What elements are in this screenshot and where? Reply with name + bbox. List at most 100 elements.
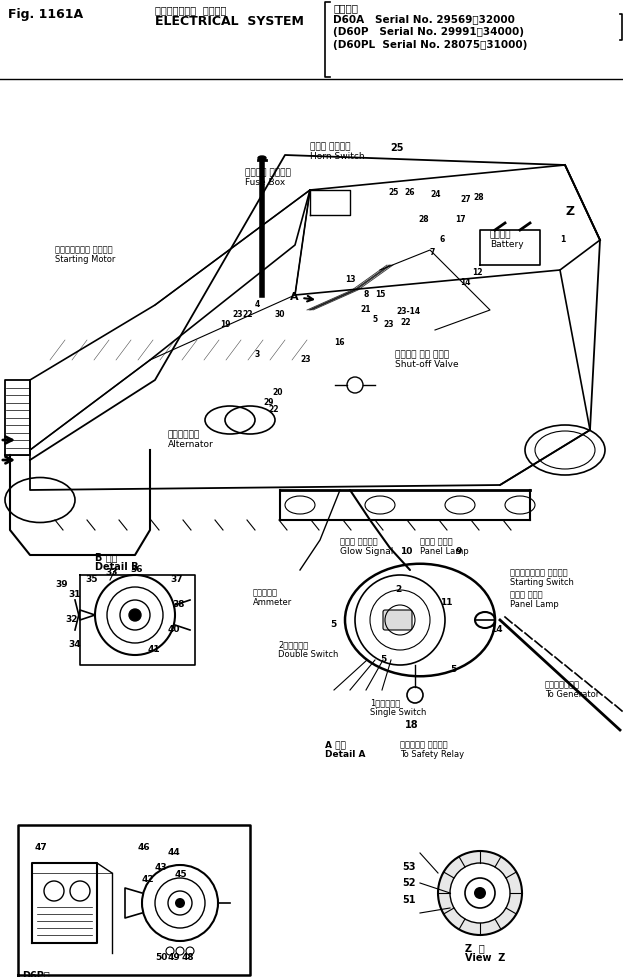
Text: 53: 53 bbox=[402, 862, 416, 872]
Circle shape bbox=[474, 887, 486, 899]
Text: Horn Switch: Horn Switch bbox=[310, 152, 364, 161]
Text: 32: 32 bbox=[65, 615, 77, 624]
Text: 15: 15 bbox=[375, 290, 386, 299]
FancyBboxPatch shape bbox=[383, 610, 412, 630]
Text: 43: 43 bbox=[155, 863, 168, 872]
Text: D6P用: D6P用 bbox=[22, 970, 50, 977]
Text: 20: 20 bbox=[272, 388, 282, 397]
Text: (D60PL  Serial No. 28075～31000): (D60PL Serial No. 28075～31000) bbox=[333, 40, 528, 50]
Text: 25: 25 bbox=[388, 188, 398, 197]
Text: 5: 5 bbox=[380, 655, 386, 664]
Text: Alternator: Alternator bbox=[168, 440, 214, 449]
Text: 28: 28 bbox=[418, 215, 429, 224]
Text: B 詳細: B 詳細 bbox=[95, 552, 118, 562]
Text: To Generator: To Generator bbox=[545, 690, 599, 699]
Text: 19: 19 bbox=[220, 320, 231, 329]
Text: セーフティ リレーへ: セーフティ リレーへ bbox=[400, 740, 447, 749]
Text: Fuse Box: Fuse Box bbox=[245, 178, 285, 187]
Text: 5: 5 bbox=[330, 620, 336, 629]
Text: アンメータ: アンメータ bbox=[253, 588, 278, 597]
Text: 22: 22 bbox=[268, 405, 278, 414]
Text: 2座スイッチ: 2座スイッチ bbox=[278, 640, 308, 649]
Text: パネル ランプ: パネル ランプ bbox=[510, 590, 543, 599]
Text: Panel Lamp: Panel Lamp bbox=[510, 600, 559, 609]
Text: Z  矢: Z 矢 bbox=[465, 943, 485, 953]
Text: 26: 26 bbox=[404, 188, 414, 197]
Text: Starting Switch: Starting Switch bbox=[510, 578, 574, 587]
Text: 1座スイッチ: 1座スイッチ bbox=[370, 698, 400, 707]
Text: 31: 31 bbox=[68, 590, 80, 599]
Text: 23: 23 bbox=[300, 355, 310, 364]
Text: Shut-off Valve: Shut-off Valve bbox=[395, 360, 459, 369]
Text: Battery: Battery bbox=[490, 240, 523, 249]
Text: 41: 41 bbox=[148, 645, 161, 654]
Text: 24: 24 bbox=[430, 190, 440, 199]
Text: 11: 11 bbox=[440, 598, 452, 607]
Text: パネル ランプ: パネル ランプ bbox=[420, 537, 453, 546]
Text: 47: 47 bbox=[35, 843, 48, 852]
Text: Detail A: Detail A bbox=[325, 750, 366, 759]
Circle shape bbox=[438, 851, 522, 935]
Text: 28: 28 bbox=[473, 193, 483, 202]
Text: 5: 5 bbox=[450, 665, 456, 674]
Text: ジェネレータへ: ジェネレータへ bbox=[545, 680, 580, 689]
Text: 35: 35 bbox=[85, 575, 98, 584]
Text: スターティング モーター: スターティング モーター bbox=[55, 245, 113, 254]
Text: Starting Motor: Starting Motor bbox=[55, 255, 115, 264]
Text: 40: 40 bbox=[168, 625, 181, 634]
Text: 4: 4 bbox=[255, 300, 260, 309]
Text: Double Switch: Double Switch bbox=[278, 650, 338, 659]
Text: 7: 7 bbox=[430, 248, 435, 257]
Text: A: A bbox=[290, 292, 313, 302]
Circle shape bbox=[129, 609, 141, 621]
Text: 12: 12 bbox=[472, 268, 482, 277]
Text: (D60P   Serial No. 29991～34000): (D60P Serial No. 29991～34000) bbox=[333, 27, 524, 37]
Text: 39: 39 bbox=[55, 580, 68, 589]
Text: 22: 22 bbox=[242, 310, 252, 319]
Text: Single Switch: Single Switch bbox=[370, 708, 426, 717]
Text: 50: 50 bbox=[155, 953, 168, 962]
Text: 36: 36 bbox=[130, 565, 143, 574]
Text: 51: 51 bbox=[402, 895, 416, 905]
Text: 23-14: 23-14 bbox=[396, 307, 420, 316]
Circle shape bbox=[175, 898, 185, 908]
Text: 23: 23 bbox=[383, 320, 394, 329]
Text: 44: 44 bbox=[168, 848, 181, 857]
Text: グロー シグナル: グロー シグナル bbox=[340, 537, 378, 546]
Text: 21: 21 bbox=[360, 305, 371, 314]
Text: 29: 29 bbox=[263, 398, 273, 407]
Text: 14: 14 bbox=[490, 625, 503, 634]
Text: Fig. 1161A: Fig. 1161A bbox=[8, 8, 83, 21]
Text: 1: 1 bbox=[560, 235, 565, 244]
Text: 9: 9 bbox=[455, 547, 462, 556]
Text: 16: 16 bbox=[334, 338, 345, 347]
Text: 45: 45 bbox=[175, 870, 188, 879]
Text: 6: 6 bbox=[440, 235, 445, 244]
Text: 22: 22 bbox=[400, 318, 411, 327]
Text: シャット オフ バルブ: シャット オフ バルブ bbox=[395, 350, 449, 359]
Text: 30: 30 bbox=[275, 310, 285, 319]
Text: 23: 23 bbox=[232, 310, 242, 319]
Text: 38: 38 bbox=[172, 600, 184, 609]
Text: 52: 52 bbox=[402, 878, 416, 888]
Text: Z: Z bbox=[565, 205, 574, 218]
Ellipse shape bbox=[258, 156, 266, 160]
Text: 17: 17 bbox=[455, 215, 465, 224]
Text: スターティング スイッチ: スターティング スイッチ bbox=[510, 568, 568, 577]
Text: ヒューズ ボックス: ヒューズ ボックス bbox=[245, 168, 291, 177]
Text: 27: 27 bbox=[460, 195, 470, 204]
Text: ホーン スイッチ: ホーン スイッチ bbox=[310, 142, 351, 151]
Text: 18: 18 bbox=[405, 720, 419, 730]
Text: 33: 33 bbox=[105, 568, 118, 577]
Text: バッテリ: バッテリ bbox=[490, 230, 511, 239]
Text: エレクトリカル  システム: エレクトリカル システム bbox=[155, 5, 226, 15]
Text: 13: 13 bbox=[345, 275, 356, 284]
Text: Panel Lamp: Panel Lamp bbox=[420, 547, 468, 556]
Text: To Safety Relay: To Safety Relay bbox=[400, 750, 464, 759]
Text: 25: 25 bbox=[390, 143, 404, 153]
Text: A 詳細: A 詳細 bbox=[325, 740, 346, 749]
Text: 8: 8 bbox=[363, 290, 368, 299]
Text: 5: 5 bbox=[372, 315, 377, 324]
Text: Detail B: Detail B bbox=[95, 562, 138, 572]
Text: 2: 2 bbox=[395, 585, 401, 594]
